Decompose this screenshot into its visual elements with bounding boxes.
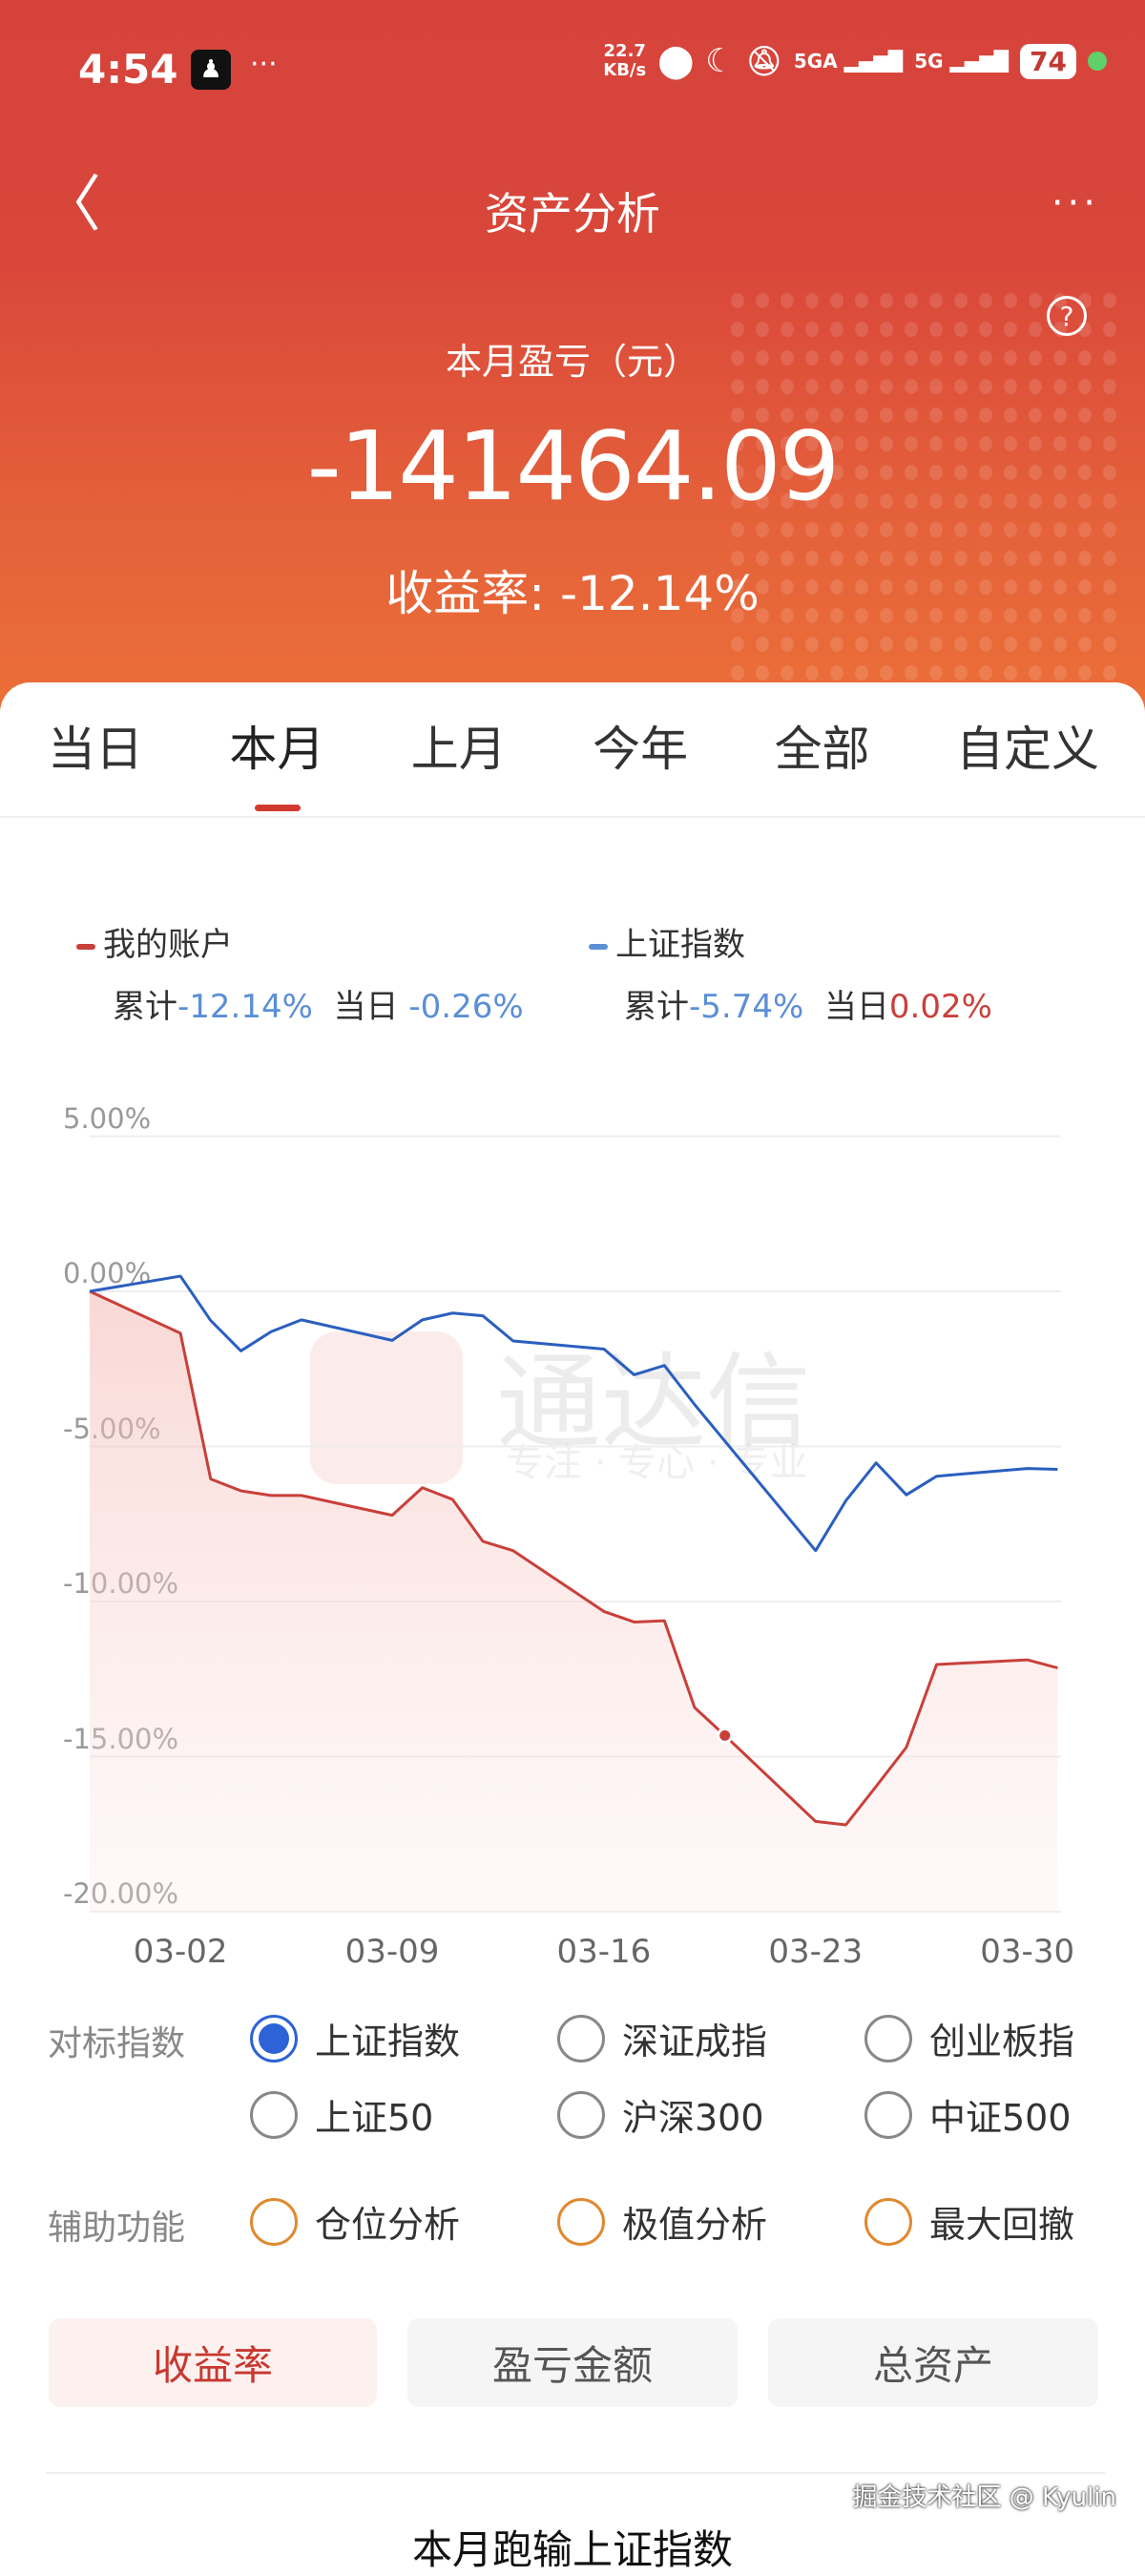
option-label: 极值分析 <box>622 2204 768 2246</box>
day-value: 0.02% <box>888 988 992 1026</box>
aux-option[interactable]: 极值分析 <box>557 2195 767 2248</box>
aux-option[interactable]: 最大回撤 <box>864 2195 1074 2248</box>
option-label: 仓位分析 <box>315 2204 461 2246</box>
battery-icon: 74 <box>1020 43 1076 79</box>
more-menu-button[interactable]: ··· <box>1051 181 1099 225</box>
speed-unit: KB/s <box>603 60 647 80</box>
tdx-logo-icon <box>310 1331 463 1484</box>
aux-option[interactable]: 仓位分析 <box>250 2195 460 2248</box>
tab-this-year[interactable]: 今年 <box>593 722 689 777</box>
tab-this-month[interactable]: 本月 <box>229 722 325 777</box>
benchmark-option[interactable]: 上证指数 <box>250 2012 460 2064</box>
radio-button[interactable] <box>557 2090 605 2139</box>
day-label: 当日 <box>823 988 889 1026</box>
legend-index-stats: 累计-5.74% 当日0.02% <box>624 980 992 1027</box>
legend-marker <box>589 943 608 950</box>
option-label: 上证指数 <box>315 2021 461 2063</box>
speed-value: 22.7 <box>603 41 646 61</box>
network-label: 5GA <box>793 50 838 73</box>
cum-value: -12.14% <box>177 988 313 1026</box>
status-time: 4:54 <box>78 46 178 93</box>
cum-label: 累计 <box>624 988 689 1026</box>
radio-button[interactable] <box>864 2090 912 2139</box>
option-label: 创业板指 <box>929 2021 1075 2063</box>
option-label: 上证50 <box>315 2097 434 2139</box>
page-title: 资产分析 <box>485 188 660 240</box>
bell-muted-icon: 🔕︎ <box>745 44 782 78</box>
benchmark-option[interactable]: 上证50 <box>250 2088 433 2141</box>
signal-5g: 5G ▂▄▆█ <box>914 50 1010 73</box>
tdx-logo-text: 通达信 <box>496 1342 811 1464</box>
moon-icon: ☾ <box>705 42 735 80</box>
legend-index: 上证指数 <box>589 918 745 965</box>
status-icons: 22.7 KB/s ⬤ ☾ 🔕︎ 5GA ▂▄▆█ 5G ▂▄▆█ 74 <box>603 42 1107 80</box>
source-watermark: 掘金技术社区 @ Kyulin <box>852 2483 1116 2512</box>
legend-account-stats: 累计-12.14% 当日 -0.26% <box>113 980 524 1027</box>
pnl-label: 本月盈亏（元） <box>445 341 699 383</box>
return-chart[interactable] <box>0 0 1145 2004</box>
y-tick-label: 5.00% <box>63 1101 152 1135</box>
x-tick-label: 03-30 <box>980 1933 1075 1971</box>
decor-pattern <box>725 286 1126 706</box>
series-line-0 <box>89 1289 1058 1827</box>
radio-button[interactable] <box>864 2014 912 2063</box>
privacy-dot <box>1088 52 1107 71</box>
period-tabs: 当日 本月 上月 今年 全部 自定义 <box>0 711 1145 780</box>
tab-today[interactable]: 当日 <box>48 722 143 777</box>
series-area-fill <box>90 1291 1058 1912</box>
radio-button[interactable] <box>557 2197 605 2246</box>
day-label: 当日 <box>333 988 399 1026</box>
radio-button[interactable] <box>557 2014 605 2063</box>
mode-total-assets-button[interactable]: 总资产 <box>768 2318 1098 2407</box>
radio-button[interactable] <box>250 2014 298 2063</box>
benchmark-label: 对标指数 <box>48 2024 186 2063</box>
active-tab-indicator <box>255 805 301 811</box>
summary-text: 本月跑输上证指数 <box>411 2526 733 2573</box>
network-label: 5G <box>914 50 944 73</box>
header-background <box>0 0 1145 725</box>
legend-account: 我的账户 <box>76 918 233 965</box>
signal-5ga: 5GA ▂▄▆█ <box>793 50 904 73</box>
option-label: 最大回撤 <box>929 2204 1075 2246</box>
location-icon: ⬤ <box>657 42 695 80</box>
status-more: ··· <box>250 48 278 81</box>
app-notification-icon: ♟ <box>191 50 231 90</box>
radio-button[interactable] <box>864 2197 912 2246</box>
network-speed: 22.7 KB/s <box>603 42 646 80</box>
radio-button[interactable] <box>250 2090 298 2139</box>
option-label: 中证500 <box>929 2097 1072 2139</box>
mode-return-rate-button[interactable]: 收益率 <box>49 2318 377 2407</box>
return-rate: 收益率: -12.14% <box>385 566 760 621</box>
option-label: 深证成指 <box>622 2021 768 2063</box>
tdx-logo-slogan: 专注 · 专心 · 专业 <box>506 1441 808 1485</box>
benchmark-option[interactable]: 沪深300 <box>557 2088 764 2141</box>
x-tick-label: 03-23 <box>768 1933 864 1971</box>
day-value: -0.26% <box>408 988 524 1026</box>
tab-last-month[interactable]: 上月 <box>410 722 507 777</box>
legend-name: 我的账户 <box>103 926 233 964</box>
cum-label: 累计 <box>113 988 177 1026</box>
divider <box>0 816 1145 818</box>
tab-custom[interactable]: 自定义 <box>955 722 1099 777</box>
legend-name: 上证指数 <box>615 926 745 964</box>
pnl-amount: -141464.09 <box>306 410 841 522</box>
aux-label: 辅助功能 <box>48 2209 186 2248</box>
benchmark-option[interactable]: 创业板指 <box>864 2012 1074 2064</box>
data-point <box>717 1727 734 1744</box>
benchmark-option[interactable]: 深证成指 <box>557 2012 767 2064</box>
radio-button[interactable] <box>250 2197 298 2246</box>
mode-pnl-amount-button[interactable]: 盈亏金额 <box>407 2318 738 2407</box>
x-tick-label: 03-09 <box>344 1933 440 1971</box>
x-tick-label: 03-02 <box>133 1933 228 1971</box>
divider <box>46 2472 1105 2474</box>
legend-marker <box>76 943 95 950</box>
series-line-1 <box>89 1274 1058 1553</box>
x-tick-label: 03-16 <box>556 1933 652 1971</box>
help-icon[interactable]: ? <box>1047 296 1087 336</box>
option-label: 沪深300 <box>622 2097 764 2139</box>
back-button[interactable]: 〈 <box>40 170 101 241</box>
tab-all[interactable]: 全部 <box>774 722 870 777</box>
benchmark-option[interactable]: 中证500 <box>864 2088 1072 2141</box>
cum-value: -5.74% <box>689 988 804 1026</box>
